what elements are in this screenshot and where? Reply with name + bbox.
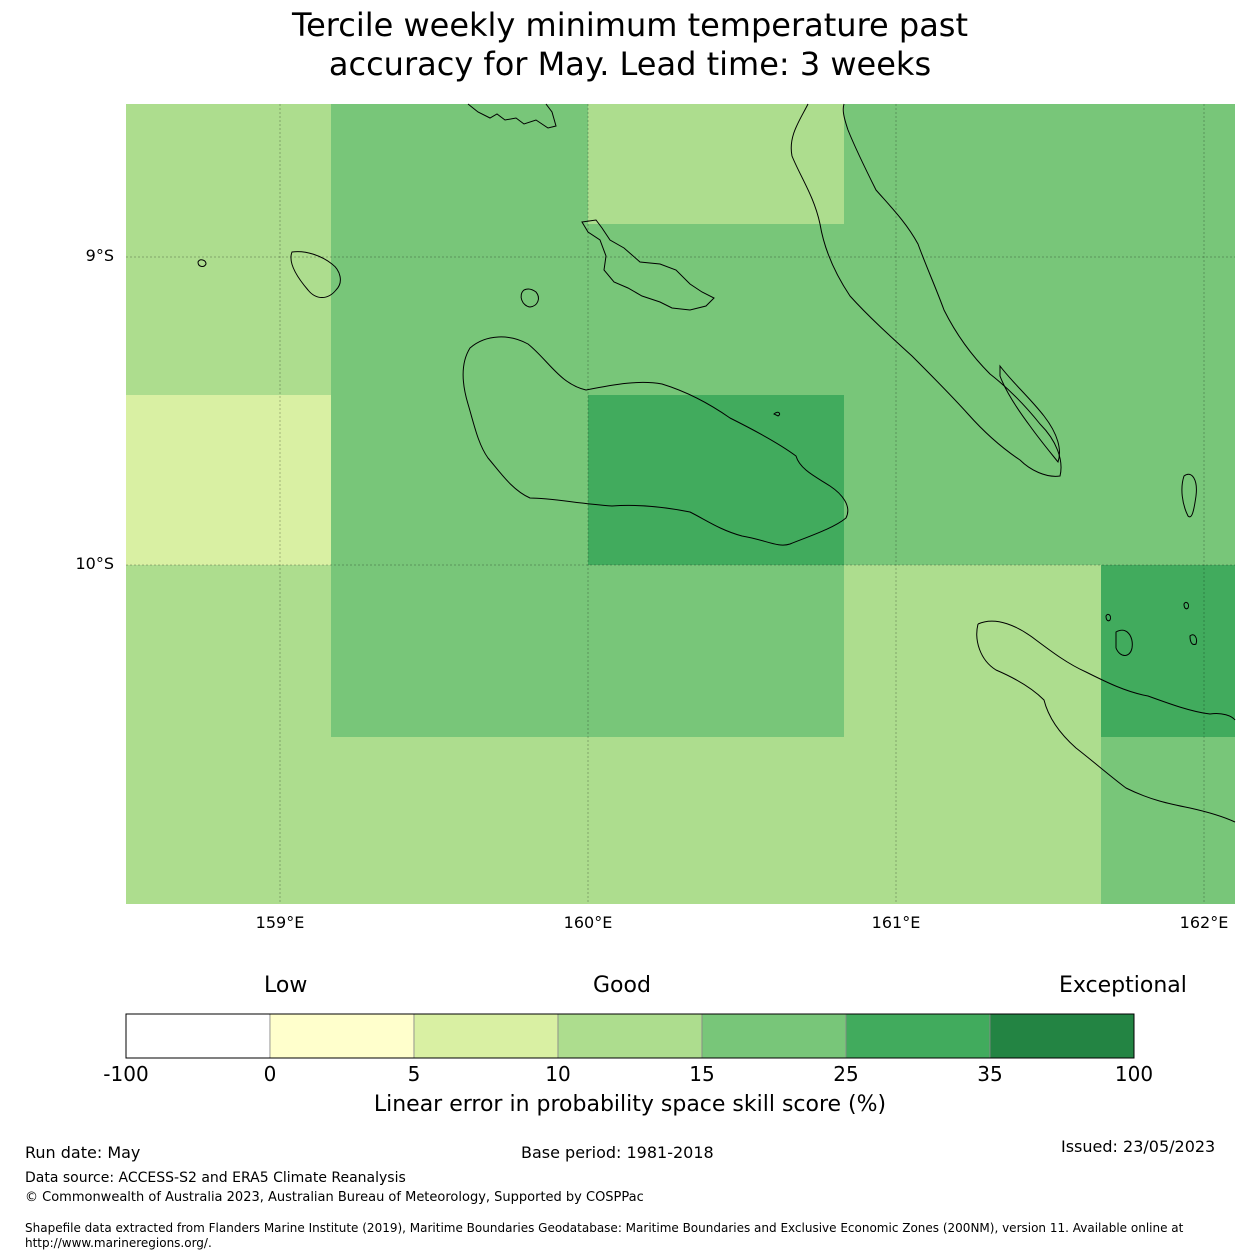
- coastlines: [197, 103, 1236, 823]
- grid-cell: [331, 224, 588, 395]
- colorbar-tick-2: 5: [407, 1062, 421, 1086]
- grid-cell: [588, 104, 844, 224]
- run-date: Run date: May: [25, 1143, 141, 1162]
- lat-label-9s: 9°S: [85, 246, 114, 265]
- grid-cell: [588, 224, 844, 395]
- coast-small-malaita: [999, 364, 1060, 464]
- grid-cell: [126, 104, 331, 224]
- shapefile-credit-line-1: Shapefile data extracted from Flanders M…: [25, 1221, 1184, 1235]
- colorbar-segment: [269, 1013, 415, 1059]
- coast-ulawa-islet: [1115, 629, 1133, 656]
- grid-cell: [588, 737, 844, 904]
- colorbar: [125, 1013, 1135, 1059]
- grid-cell: [126, 565, 331, 737]
- grid-cell: [1101, 565, 1235, 737]
- map-title: Tercile weekly minimum temperature past …: [0, 6, 1260, 84]
- colorbar-tick-4: 15: [689, 1062, 715, 1086]
- colorbar-segment: [701, 1013, 847, 1059]
- coast-malaita: [790, 103, 1062, 477]
- data-source: Data source: ACCESS-S2 and ERA5 Climate …: [25, 1170, 406, 1186]
- lon-label-161e: 161°E: [871, 913, 921, 932]
- grid-cell: [844, 565, 1101, 737]
- colorbar-tick-7: 100: [1114, 1062, 1154, 1086]
- coast-savo-island: [520, 288, 539, 308]
- grid-cell: [588, 565, 844, 737]
- colorbar-segment: [557, 1013, 703, 1059]
- title-line-2: accuracy for May. Lead time: 3 weeks: [328, 45, 932, 83]
- grid-cell: [126, 737, 331, 904]
- colorbar-segment: [125, 1013, 271, 1059]
- coast-makira-south: [976, 623, 1236, 823]
- colorbar-word-good: Good: [593, 973, 651, 998]
- grid-cell: [844, 737, 1101, 904]
- coast-islet-east-b: [1183, 601, 1189, 610]
- lon-label-162e: 162°E: [1179, 913, 1229, 932]
- issued-date: Issued: 23/05/2023: [1061, 1137, 1216, 1156]
- grid-cell: [1101, 395, 1235, 565]
- coast-islet-east-a: [1105, 613, 1111, 622]
- colorbar-frame: [125, 1013, 1135, 1059]
- coast-guadalcanal: [462, 336, 849, 546]
- colorbar-segment: [989, 1013, 1135, 1059]
- base-period: Base period: 1981-2018: [521, 1143, 714, 1162]
- colorbar-tick-3: 10: [545, 1062, 571, 1086]
- lon-label-159e: 159°E: [255, 913, 305, 932]
- grid-cell: [331, 104, 588, 224]
- grid-cell: [331, 395, 588, 565]
- grid-cell: [331, 737, 588, 904]
- coast-small-islet-west: [197, 259, 207, 267]
- grid-cell: [126, 395, 331, 565]
- coast-russell-islands: [290, 251, 341, 298]
- grid-cell: [588, 395, 844, 565]
- colorbar-tick-1: 0: [263, 1062, 277, 1086]
- coast-nggela-island: [467, 103, 557, 129]
- colorbar-segment: [845, 1013, 991, 1059]
- colorbar-label: Linear error in probability space skill …: [373, 1092, 887, 1117]
- coast-makira: [977, 620, 1236, 721]
- shapefile-credit: Shapefile data extracted from Flanders M…: [25, 1221, 1225, 1251]
- colorbar-word-exceptional: Exceptional: [1059, 973, 1187, 998]
- grid-cell: [844, 104, 1101, 224]
- colorbar-tick-0: -100: [103, 1062, 149, 1086]
- grid-cell: [126, 224, 331, 395]
- coast-islet-savo-north: [773, 411, 781, 417]
- grid-cell: [1101, 224, 1235, 395]
- colorbar-tick-6: 35: [977, 1062, 1003, 1086]
- grid-cell: [844, 224, 1101, 395]
- grid-cell: [844, 395, 1101, 565]
- grid-cell: [331, 565, 588, 737]
- grid-cell: [1101, 104, 1235, 224]
- lat-label-10s: 10°S: [75, 554, 114, 573]
- shapefile-credit-line-2: http://www.marineregions.org/.: [25, 1236, 212, 1250]
- copyright: © Commonwealth of Australia 2023, Austra…: [25, 1190, 644, 1205]
- colorbar-segment: [413, 1013, 559, 1059]
- colorbar-word-low: Low: [264, 973, 308, 998]
- coast-florida-islands: [581, 219, 715, 311]
- colorbar-tick-5: 25: [833, 1062, 859, 1086]
- title-line-1: Tercile weekly minimum temperature past: [291, 6, 969, 44]
- coast-islet-east-c: [1189, 634, 1197, 645]
- skill-grid: [126, 104, 1235, 904]
- grid-cell: [1101, 737, 1235, 904]
- coast-sikaiana-islet: [1181, 473, 1197, 518]
- lon-label-160e: 160°E: [563, 913, 613, 932]
